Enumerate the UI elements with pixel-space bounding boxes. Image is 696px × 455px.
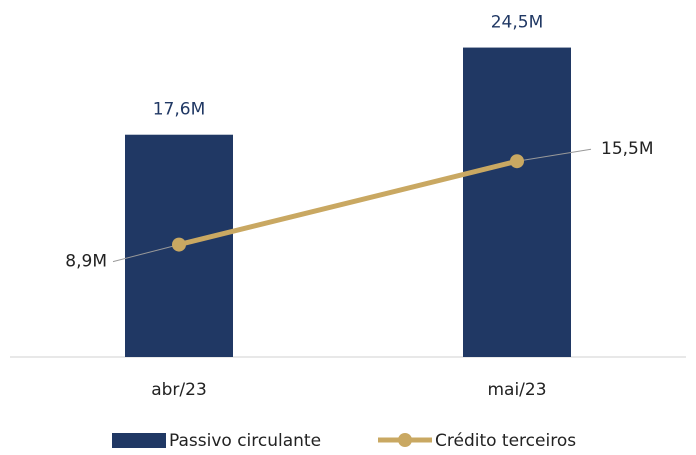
- leader-line: [112, 244, 180, 263]
- line: [178, 158, 518, 248]
- line-marker: [172, 237, 186, 252]
- value-label: 15,5M: [601, 139, 654, 159]
- legend-label: Crédito terceiros: [435, 431, 576, 451]
- bar: [463, 47, 571, 357]
- x-tick-label: abr/23: [151, 380, 207, 400]
- leader-line: [516, 148, 592, 162]
- x-tick-label: mai/23: [487, 380, 546, 400]
- value-label: 17,6M: [153, 100, 206, 120]
- value-label: 24,5M: [491, 13, 544, 33]
- line-marker: [510, 154, 524, 169]
- legend-swatch: [398, 433, 412, 447]
- legend-swatch: [112, 433, 166, 448]
- legend-label: Passivo circulante: [169, 431, 321, 451]
- value-label: 8,9M: [65, 252, 107, 272]
